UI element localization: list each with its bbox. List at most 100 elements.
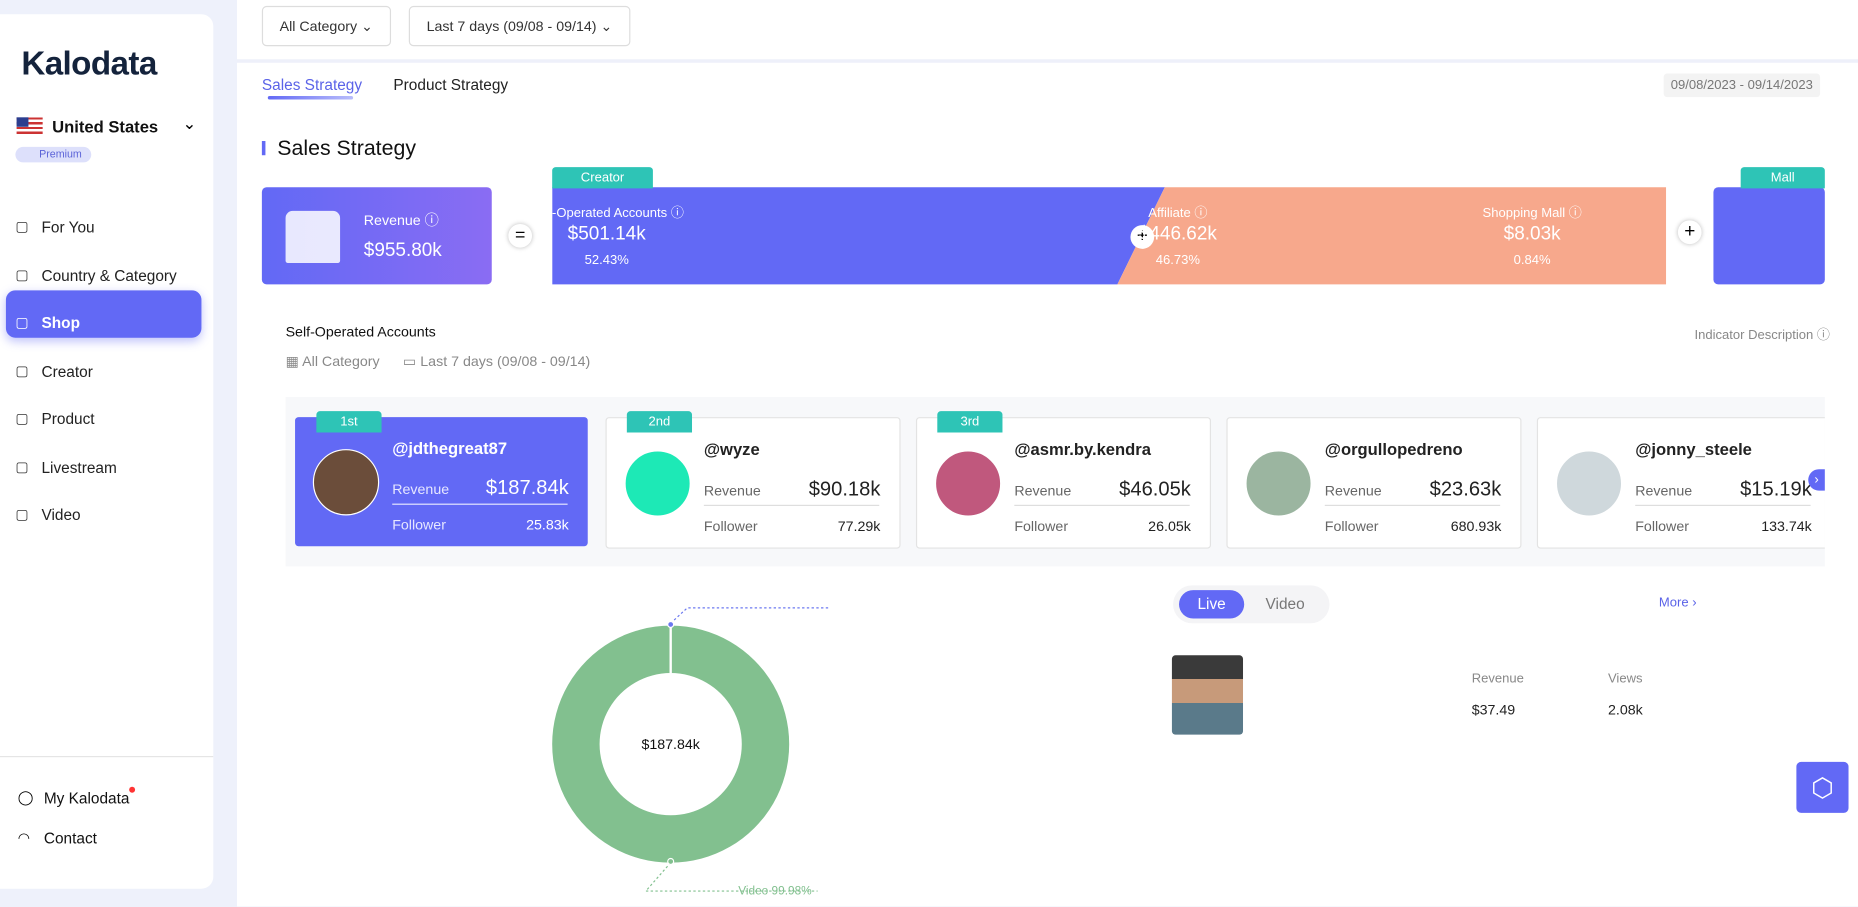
nav-item[interactable]: Country & Category: [41, 267, 176, 285]
label-part: 99.98%: [772, 884, 813, 898]
accounts-title: Self-Operated Accounts: [286, 323, 436, 340]
value: $955.80k: [364, 241, 442, 262]
cell: $37.49: [1472, 701, 1515, 718]
donut-chart: $187.84kLive 0.02%Video 99.98%: [474, 592, 829, 906]
toggle: Live Video: [1173, 585, 1329, 623]
rank-tag: 2nd: [627, 411, 692, 432]
segment-share: 0.84%: [1476, 254, 1587, 268]
mall-tag: Mall: [1741, 167, 1825, 188]
nav-item[interactable]: For You: [41, 218, 94, 236]
flag: [17, 117, 43, 135]
revenue-value: $23.63k: [1430, 478, 1502, 502]
revenue-card: Revenue ⓘ $955.80k: [262, 187, 492, 284]
handle[interactable]: @orgullopedreno: [1325, 440, 1463, 459]
rank-tag: 3rd: [937, 411, 1002, 432]
nav-item[interactable]: My Kalodata: [44, 789, 130, 807]
filter[interactable]: All Category ⌄: [262, 6, 391, 46]
filter-text: Last 7 days (09/08 - 09/14): [427, 18, 597, 35]
handle[interactable]: @wyze: [704, 440, 760, 459]
active-nav: [6, 290, 202, 337]
tab[interactable]: Product Strategy: [393, 76, 508, 94]
revenue-value: $15.19k: [1740, 478, 1812, 502]
date-range: 09/08/2023 - 09/14/2023: [1664, 73, 1820, 97]
segment-value: $501.14k: [525, 224, 689, 245]
name-text: Shopping Mall: [1483, 206, 1566, 220]
revenue-label: Revenue: [392, 481, 449, 498]
follower-label: Follower: [1635, 518, 1689, 535]
more-text: More: [1659, 596, 1689, 610]
accounts-filter: ▭ Last 7 days (09/08 - 09/14): [403, 353, 590, 370]
label-text: Revenue: [364, 212, 421, 229]
mall-card: [1713, 187, 1824, 284]
indicator-text: Indicator Description: [1694, 328, 1813, 342]
chevron[interactable]: ⌄: [182, 114, 196, 134]
nav-item[interactable]: Product: [41, 410, 94, 428]
toggle-active[interactable]: Live: [1179, 590, 1244, 618]
card-divider: [1325, 505, 1500, 506]
avatar[interactable]: [1556, 450, 1622, 516]
country[interactable]: United States: [52, 117, 158, 136]
avatar[interactable]: [1245, 450, 1311, 516]
logo: Kalodata: [21, 45, 156, 83]
donut-center: $187.84k: [641, 737, 700, 753]
segment-value: $8.03k: [1476, 224, 1587, 245]
handle[interactable]: @asmr.by.kendra: [1014, 440, 1151, 459]
thumbnail[interactable]: [1172, 655, 1243, 734]
segment-share: 46.73%: [1096, 254, 1260, 268]
nav-item[interactable]: Video: [41, 506, 80, 524]
nav-item[interactable]: Livestream: [41, 459, 116, 477]
leader-dot: [668, 858, 674, 864]
nav-item[interactable]: Contact: [44, 829, 97, 847]
nav-icon: ▢: [15, 363, 28, 380]
col-head: Views: [1608, 672, 1643, 686]
nav-item[interactable]: Creator: [41, 363, 92, 381]
segment-value: $446.62k: [1096, 224, 1260, 245]
indicator[interactable]: Indicator Description ⓘ: [1694, 325, 1829, 344]
leader-dot: [668, 622, 674, 628]
segment-name: Affiliate ⓘ: [1096, 203, 1260, 222]
avatar[interactable]: [935, 450, 1001, 516]
creator-tag: Creator: [552, 167, 653, 188]
title-bar: [262, 141, 266, 155]
more[interactable]: More ›: [1659, 596, 1697, 610]
donut-label: Video 99.98%: [738, 884, 812, 898]
revenue-value: $90.18k: [809, 478, 881, 502]
avatar[interactable]: [313, 449, 379, 515]
sidebar: Kalodata United States ⌄ Premium ▢For Yo…: [0, 14, 213, 888]
revenue-label: Revenue: [1635, 482, 1692, 499]
tab-underline: [268, 96, 353, 100]
nav-item[interactable]: Shop: [41, 314, 80, 332]
filter-text: All Category: [280, 18, 357, 35]
tab[interactable]: Sales Strategy: [262, 76, 362, 94]
nav-icon: ▢: [15, 506, 28, 523]
nav-icon: ▢: [15, 459, 28, 476]
handle[interactable]: @jonny_steele: [1635, 440, 1752, 459]
card-divider: [1635, 505, 1810, 506]
revenue-label: Revenue: [704, 482, 761, 499]
segment-share: 52.43%: [525, 254, 689, 268]
next-arrow[interactable]: ›: [1808, 469, 1825, 490]
toggle-option[interactable]: Video: [1266, 590, 1305, 618]
handle[interactable]: @jdthegreat87: [392, 438, 507, 457]
revenue-label: Revenue: [1014, 482, 1071, 499]
float-button[interactable]: ⬡: [1796, 762, 1848, 813]
filter[interactable]: Last 7 days (09/08 - 09/14) ⌄: [409, 6, 630, 46]
name-text: Affiliate: [1148, 206, 1191, 220]
card-divider: [1014, 505, 1189, 506]
plus: +: [1678, 220, 1702, 244]
main: All Category ⌄ Last 7 days (09/08 - 09/1…: [237, 0, 1858, 906]
follower-value: 25.83k: [526, 517, 569, 534]
nav-icon: ▢: [15, 267, 28, 284]
segment-name: Shopping Mall ⓘ: [1476, 203, 1587, 222]
name-text: Self-Operated Accounts: [530, 206, 668, 220]
nav-icon: ▢: [15, 218, 28, 235]
rank-tag: 1st: [316, 411, 381, 432]
nav-icon: ▢: [15, 314, 28, 331]
avatar[interactable]: [624, 450, 690, 516]
